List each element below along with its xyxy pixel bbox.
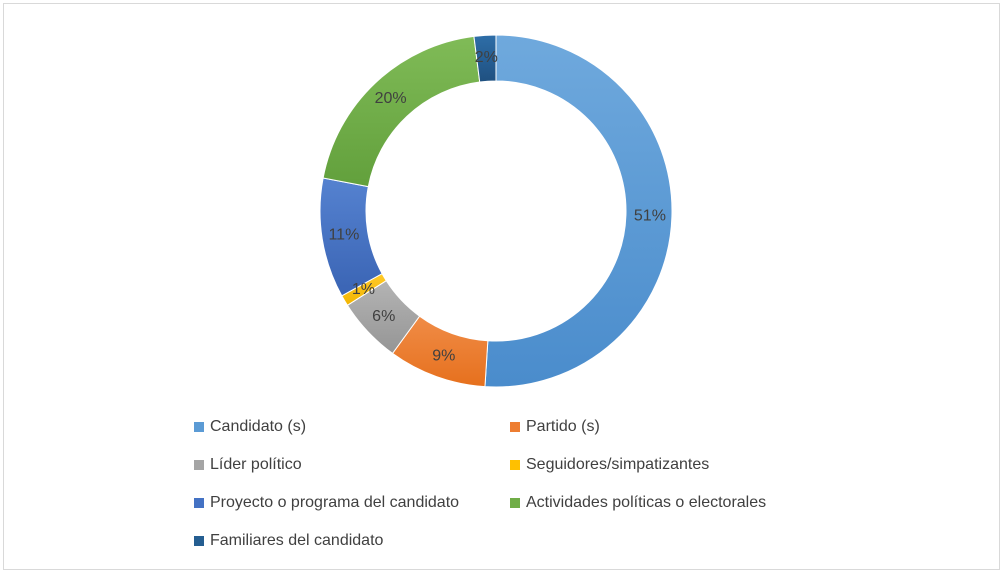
legend-item: Seguidores/simpatizantes bbox=[510, 454, 709, 476]
slice-data-label: 11% bbox=[328, 227, 359, 244]
donut-slice bbox=[322, 35, 481, 188]
legend-item: Familiares del candidato bbox=[194, 530, 383, 552]
legend-item: Actividades políticas o electorales bbox=[510, 492, 766, 514]
legend-label: Seguidores/simpatizantes bbox=[526, 456, 710, 473]
chart-area bbox=[3, 3, 1000, 570]
legend-item: Candidato (s) bbox=[194, 416, 306, 438]
legend-label: Actividades políticas o electorales bbox=[526, 494, 767, 511]
legend-swatch bbox=[194, 536, 204, 546]
slice-data-label: 2% bbox=[475, 49, 498, 66]
donut-slice-labels: 51% 9% 6% 1% 11% 20% 2% bbox=[328, 49, 665, 365]
legend-label: Proyecto o programa del candidato bbox=[210, 494, 460, 511]
donut-slices bbox=[319, 34, 673, 388]
legend-item: Proyecto o programa del candidato bbox=[194, 492, 459, 514]
legend-swatch bbox=[194, 498, 204, 508]
legend-swatch bbox=[510, 498, 520, 508]
legend-swatch bbox=[510, 460, 520, 470]
legend-label: Familiares del candidato bbox=[210, 532, 384, 549]
legend-item: Partido (s) bbox=[510, 416, 600, 438]
legend-label: Candidato (s) bbox=[210, 418, 307, 435]
donut-slice bbox=[473, 34, 497, 83]
legend-label: Líder político bbox=[210, 456, 302, 473]
legend-label: Partido (s) bbox=[526, 418, 600, 435]
slice-data-label: 9% bbox=[432, 347, 455, 364]
legend-swatch bbox=[194, 460, 204, 470]
slice-data-label: 1% bbox=[352, 281, 375, 298]
donut-slice bbox=[484, 34, 673, 388]
legend-swatch bbox=[194, 422, 204, 432]
legend-swatch bbox=[510, 422, 520, 432]
slice-data-label: 20% bbox=[375, 90, 407, 107]
legend-item: Líder político bbox=[194, 454, 302, 476]
slice-data-label: 6% bbox=[372, 308, 395, 325]
slice-data-label: 51% bbox=[634, 207, 666, 224]
